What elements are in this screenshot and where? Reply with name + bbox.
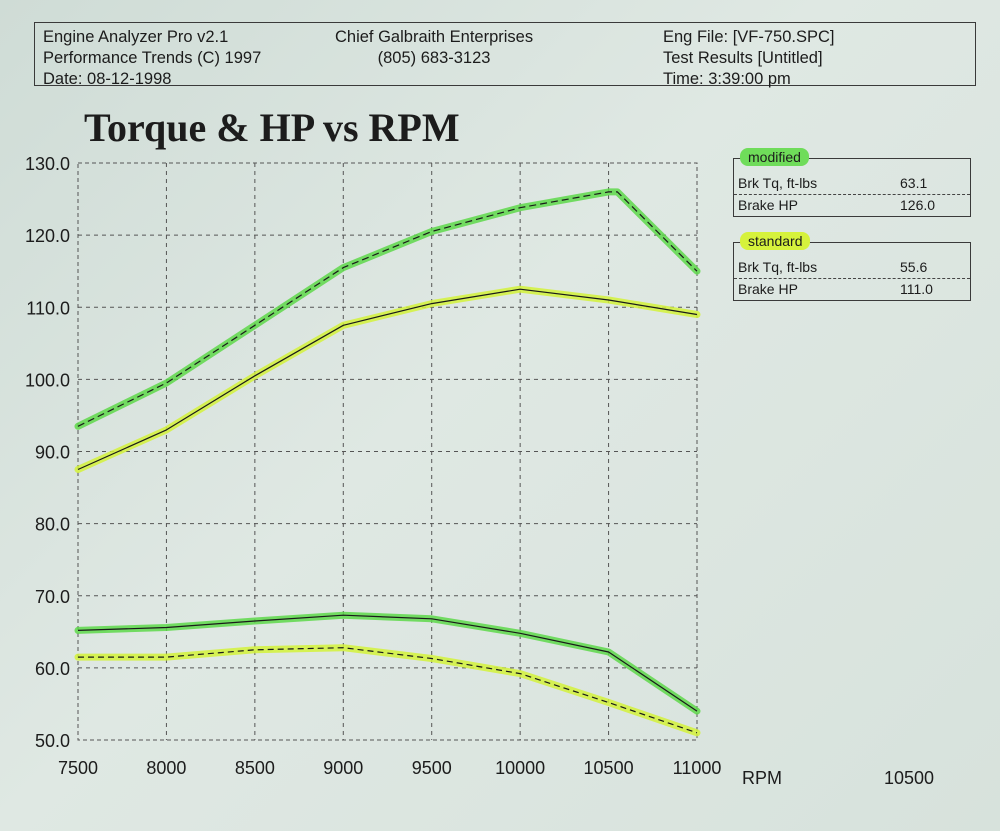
legend-standard-torque-row: Brk Tq, ft-lbs 55.6 [734,257,970,278]
legend-row-label: Brake HP [738,281,798,297]
legend-row-value: 111.0 [900,281,933,297]
report-header: Engine Analyzer Pro v2.1 Performance Tre… [34,22,976,88]
y-tick-label: 100.0 [25,370,70,390]
y-tick-label: 60.0 [35,659,70,679]
series-line-standard-torque [78,647,698,734]
copyright-line: Performance Trends (C) 1997 [43,49,262,67]
x-axis-label: RPM [742,768,782,788]
y-tick-label: 80.0 [35,515,70,535]
chart-title: Torque & HP vs RPM [84,105,460,150]
x-tick-label: 8000 [146,758,186,778]
series-highlight-modified-hp [74,188,701,430]
x-tick-label: 9500 [412,758,452,778]
series-highlight-standard-torque [74,644,701,737]
legend-row-label: Brk Tq, ft-lbs [738,259,818,275]
y-tick-label: 110.0 [26,298,70,318]
legend-standard-hp-row: Brake HP 111.0 [734,278,970,300]
test-date: Date: 08-12-1998 [43,70,172,88]
series-line-standard-hp [77,288,698,471]
legend-standard-tag: standard [740,232,811,250]
software-name: Engine Analyzer Pro v2.1 [43,28,229,46]
legend-modified-torque-row: Brk Tq, ft-lbs 63.1 [734,173,970,194]
x-tick-label: 7500 [58,758,98,778]
legend-modified: modified Brk Tq, ft-lbs 63.1 Brake HP 12… [733,148,971,217]
series-line-modified-hp [77,191,698,427]
x-tick-label: 9000 [323,758,363,778]
x-tick-label: 10500 [584,758,634,778]
y-tick-label: 50.0 [35,731,70,751]
x-tick-label: 10000 [495,758,545,778]
test-results-name: Test Results [Untitled] [663,49,823,67]
series-highlight-modified-torque [74,611,701,715]
series-line-modified-torque [77,614,698,712]
legend-row-value: 63.1 [900,175,928,191]
header-middle: Chief Galbraith Enterprises (805) 683-31… [335,27,533,69]
legend-row-label: Brake HP [738,197,798,213]
legend-row-value: 55.6 [900,259,928,275]
legend-modified-hp-row: Brake HP 126.0 [734,194,970,216]
header-right: Eng File: [VF-750.SPC] Test Results [Unt… [663,27,835,90]
y-tick-label: 90.0 [35,443,70,463]
y-tick-label: 130.0 [25,154,70,174]
y-tick-label: 120.0 [25,226,70,246]
legend-standard: standard Brk Tq, ft-lbs 55.6 Brake HP 11… [733,232,971,301]
x-tick-label: 11000 [673,758,722,778]
legend-modified-tag: modified [740,148,809,166]
legend-row-value: 126.0 [900,197,936,213]
engine-file: Eng File: [VF-750.SPC] [663,28,835,46]
company-phone: (805) 683-3123 [377,49,491,67]
company-name: Chief Galbraith Enterprises [335,28,534,46]
x-tick-label: 8500 [235,758,275,778]
legend-row-label: Brk Tq, ft-lbs [738,175,818,191]
y-tick-label: 70.0 [35,587,70,607]
cursor-rpm-value: 10500 [884,768,935,788]
test-time: Time: 3:39:00 pm [663,70,791,88]
header-left: Engine Analyzer Pro v2.1 Performance Tre… [43,27,261,90]
